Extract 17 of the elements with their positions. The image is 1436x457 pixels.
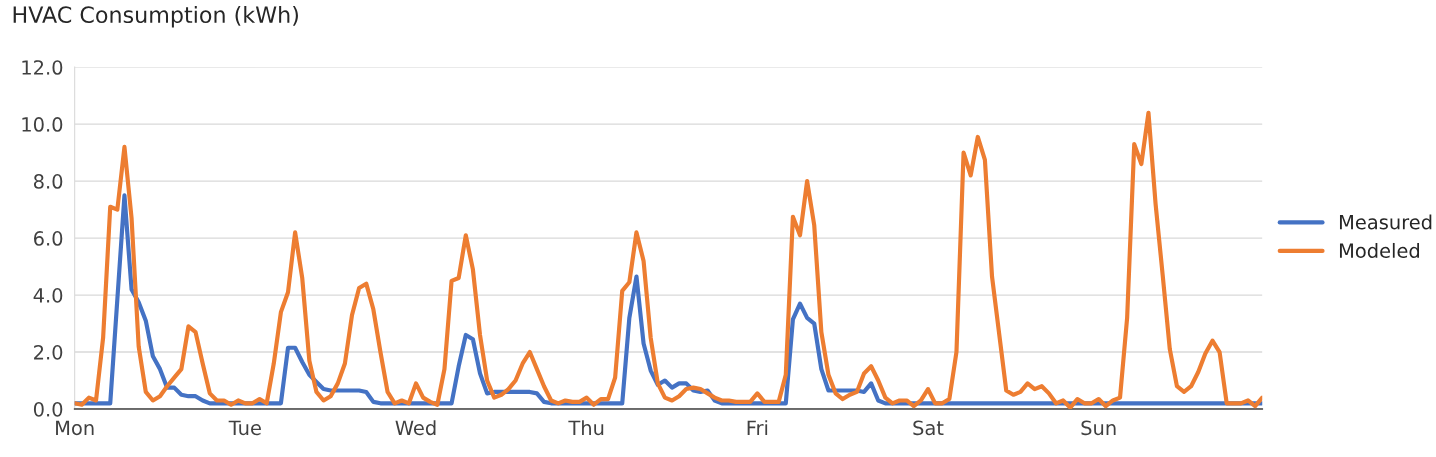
y-tick-label: 12.0 (22, 60, 63, 75)
y-tick-label: 6.0 (34, 231, 63, 246)
legend-label: Modeled (1339, 242, 1419, 259)
x-tick-label: Mon (56, 420, 94, 436)
y-tick-label: 4.0 (33, 288, 63, 303)
x-tick-label: Sun (1081, 420, 1116, 436)
x-tick-label: Fri (747, 420, 768, 435)
legend-label: Measured (1339, 214, 1432, 230)
chart-title: HVAC Consumption (kWh) (13, 5, 298, 28)
y-tick-label: 2.0 (34, 345, 63, 360)
y-tick-label: 0.0 (33, 401, 63, 417)
x-tick-label: Tue (228, 420, 261, 436)
x-tick-label: Sat (913, 420, 944, 436)
x-tick-label: Wed (395, 420, 436, 436)
y-tick-label: 8.0 (33, 174, 63, 189)
y-tick-label: 10.0 (22, 117, 63, 132)
x-tick-label: Thu (568, 420, 604, 436)
